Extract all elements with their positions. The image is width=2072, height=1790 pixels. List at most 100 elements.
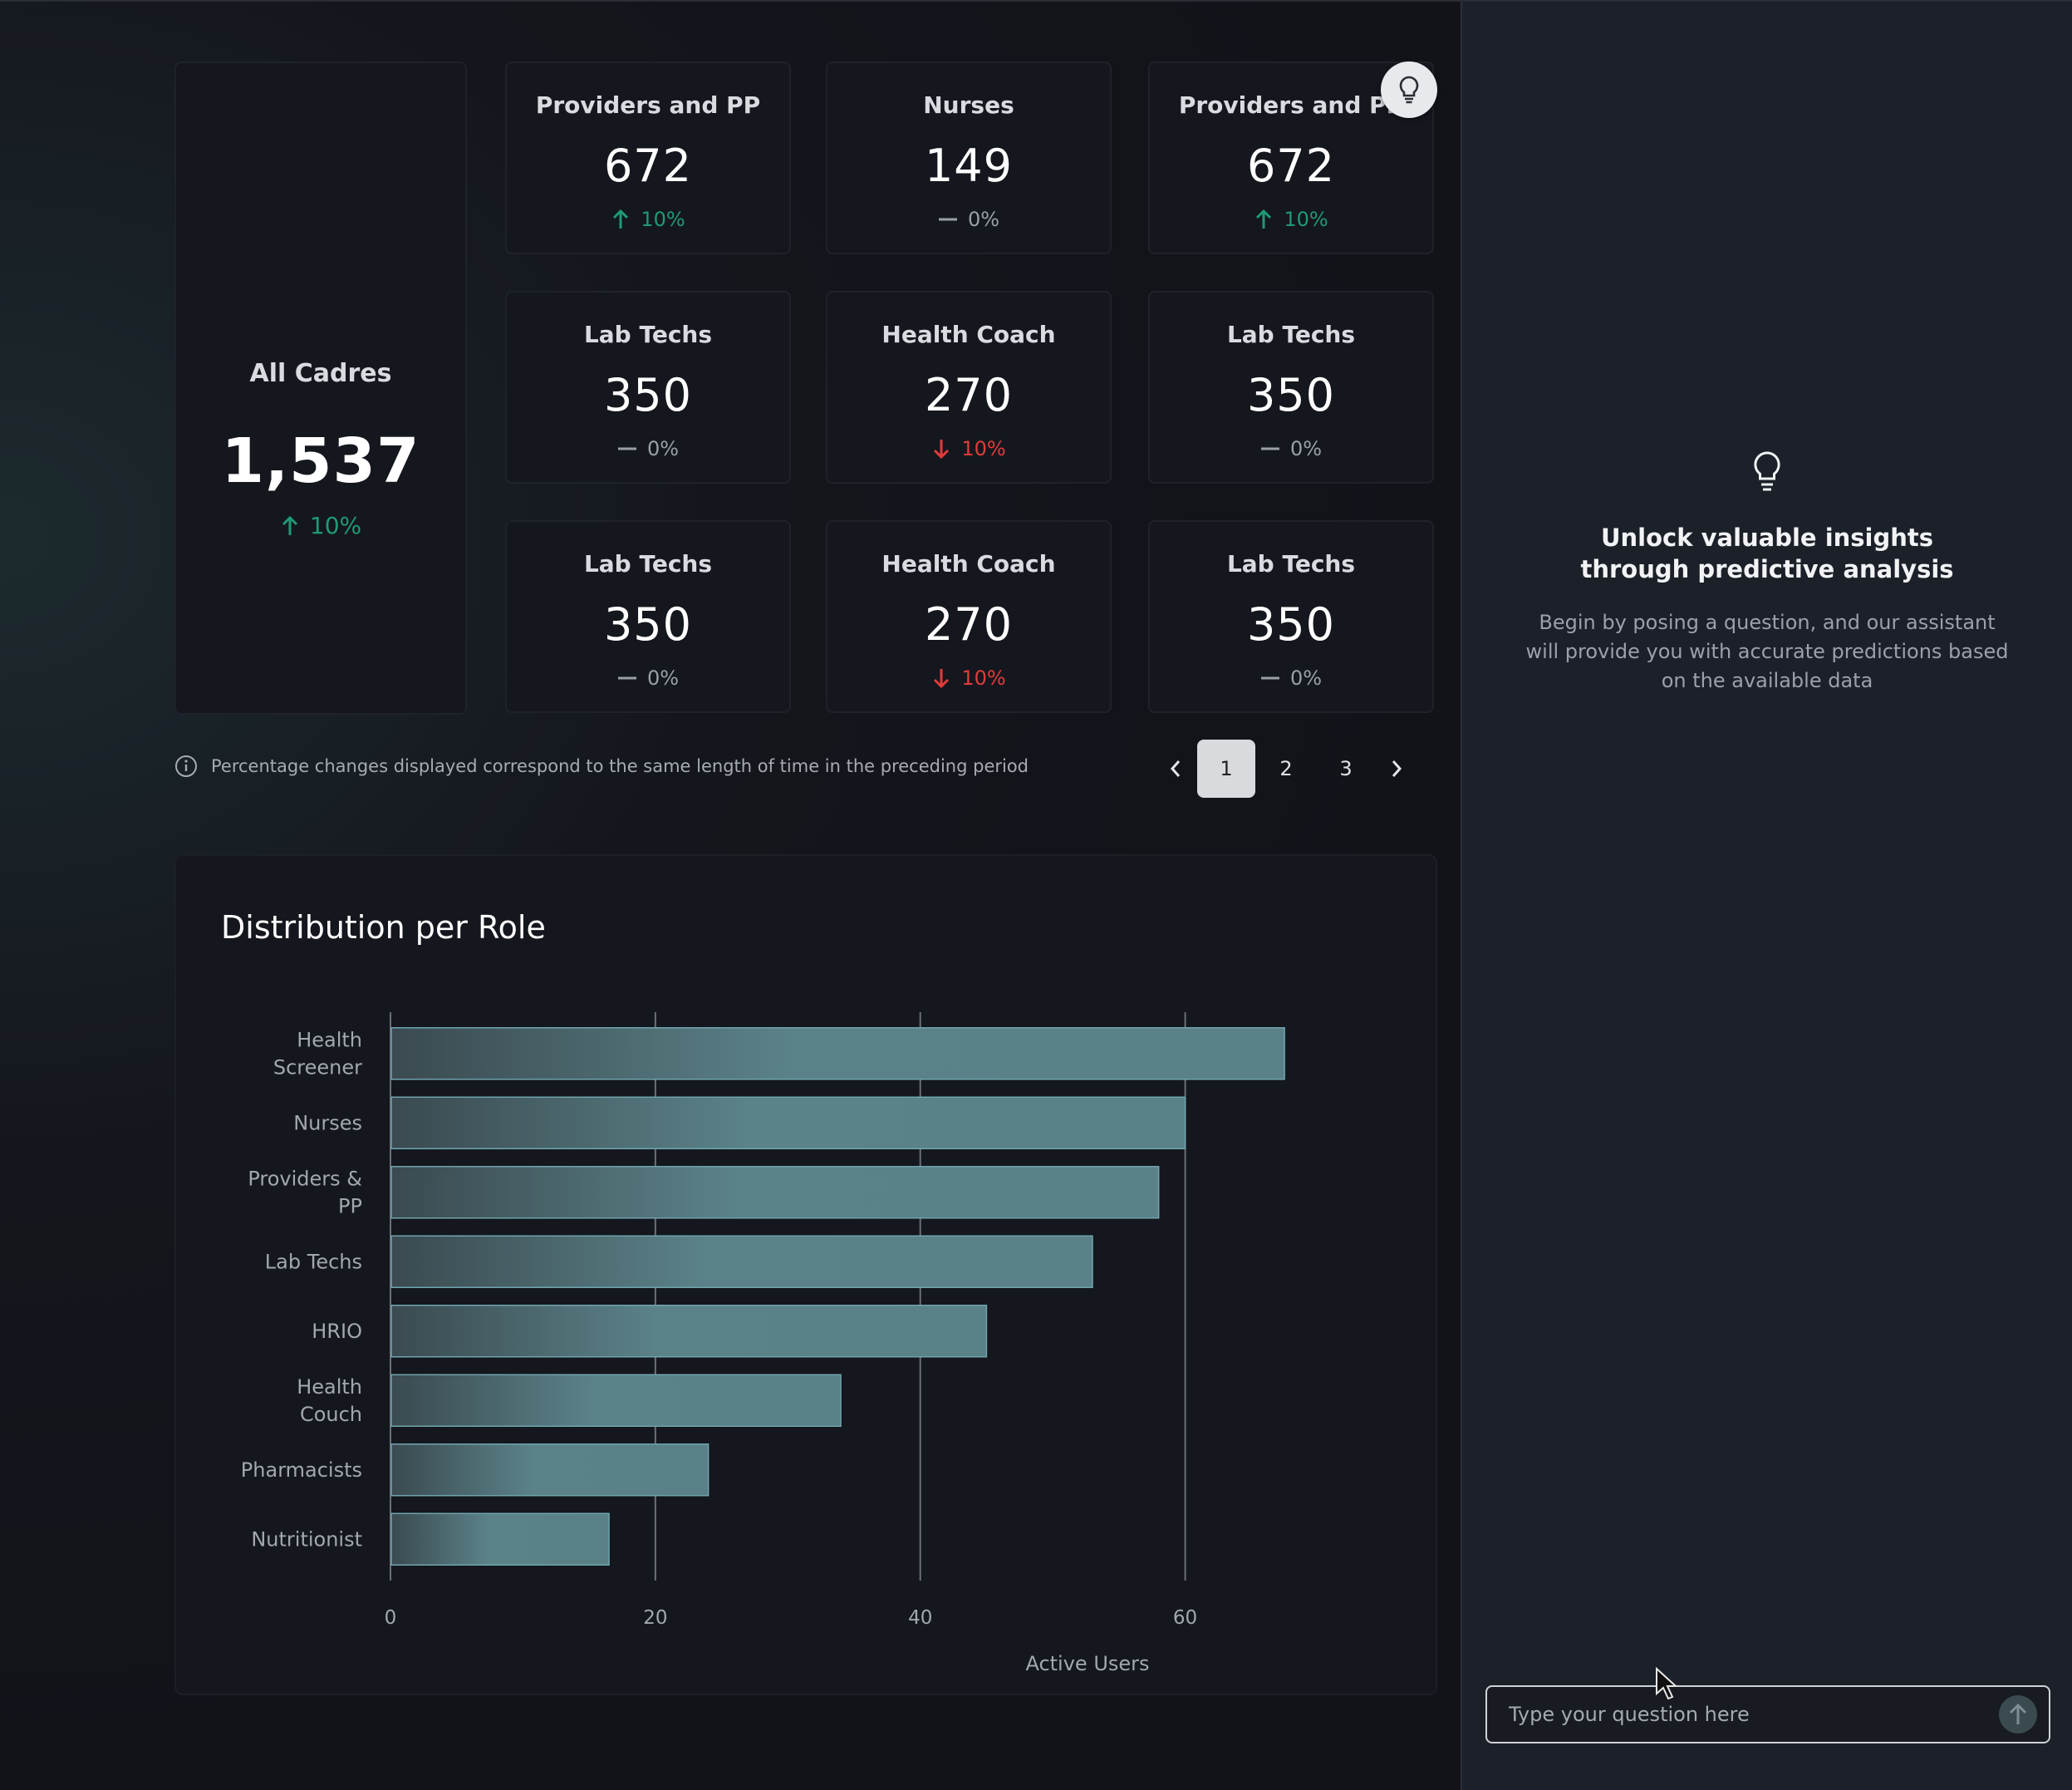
stat-card-change: 0% — [507, 437, 789, 460]
stat-card-change-text: 10% — [961, 666, 1006, 690]
stat-card-change-text: 0% — [1289, 437, 1323, 460]
question-input-box — [1485, 1685, 2050, 1743]
percentage-footnote: Percentage changes displayed correspond … — [174, 755, 1029, 778]
dash-icon — [1260, 676, 1279, 680]
stat-card-change-text: 0% — [646, 437, 680, 460]
stat-card-change: 10% — [1150, 208, 1432, 231]
y-category-label: Pharmacists — [241, 1458, 362, 1482]
stat-card-change: 10% — [827, 437, 1110, 460]
stat-card-value: 350 — [603, 598, 693, 651]
bar[interactable] — [390, 1443, 709, 1497]
y-category-label: Nutritionist — [251, 1527, 362, 1551]
x-tick-label: 60 — [1173, 1607, 1197, 1629]
stat-card-label: Lab Techs — [583, 550, 713, 578]
stat-card[interactable]: Health Coach 270 10% — [826, 291, 1112, 484]
y-category-label: Nurses — [293, 1111, 362, 1134]
lightbulb-icon — [1399, 76, 1419, 104]
page-2-button[interactable]: 2 — [1279, 757, 1293, 780]
x-axis-label: Active Users — [1025, 1652, 1149, 1675]
chevron-left-icon — [1170, 760, 1181, 777]
stat-card-change: 0% — [1150, 666, 1432, 690]
stat-card-value: 149 — [924, 140, 1014, 192]
mouse-cursor-icon — [1656, 1667, 1677, 1700]
arrow-up-icon — [282, 515, 297, 535]
stat-card[interactable]: Lab Techs 350 0% — [505, 291, 791, 484]
y-category-label: Couch — [300, 1403, 362, 1426]
stat-card-value: 270 — [924, 369, 1014, 421]
stat-card-label: Lab Techs — [1226, 321, 1356, 348]
stat-card-change: 0% — [1150, 437, 1432, 460]
bar[interactable] — [390, 1166, 1160, 1219]
stat-card[interactable]: Lab Techs 350 0% — [1148, 520, 1434, 713]
y-category-label: Screener — [273, 1055, 362, 1079]
assistant-description: Begin by posing a question, and our assi… — [1525, 611, 2009, 692]
chart-title: Distribution per Role — [221, 909, 546, 946]
question-input[interactable] — [1509, 1703, 1999, 1726]
stat-card-label: Providers and PP — [1178, 91, 1404, 119]
footnote-text: Percentage changes displayed correspond … — [211, 756, 1029, 776]
bar[interactable] — [390, 1512, 610, 1566]
stat-card-change-text: 10% — [961, 437, 1006, 460]
stat-card-label: Providers and PP — [535, 91, 761, 119]
info-icon — [175, 755, 197, 777]
stat-card-change-text: 0% — [967, 208, 1000, 231]
stat-card-change: 10% — [827, 666, 1110, 690]
arrow-down-icon — [934, 669, 950, 689]
stat-card[interactable]: Health Coach 270 10% — [826, 520, 1112, 713]
y-category-label: HRIO — [312, 1320, 362, 1343]
stat-card-label: Health Coach — [881, 550, 1056, 578]
stat-card[interactable]: Nurses 149 0% — [826, 61, 1112, 254]
stat-card-label: Nurses — [923, 91, 1014, 119]
dash-icon — [617, 447, 636, 450]
dash-icon — [938, 218, 957, 221]
stat-card-value: 350 — [603, 369, 693, 421]
send-button[interactable] — [1999, 1695, 2037, 1733]
stat-card-change: 0% — [827, 208, 1110, 231]
summary-change-text: 10% — [309, 512, 362, 539]
y-category-label: Providers & — [248, 1167, 362, 1190]
arrow-down-icon — [934, 440, 950, 460]
next-page-button[interactable] — [1376, 740, 1417, 798]
dash-icon — [1260, 447, 1279, 450]
stat-card-change-text: 10% — [641, 208, 685, 231]
stat-card-change: 0% — [507, 666, 789, 690]
stat-card-label: Lab Techs — [1226, 550, 1356, 578]
insights-toggle-button[interactable] — [1381, 61, 1437, 118]
pagination: 1 2 3 — [1155, 740, 1417, 798]
stat-card-value: 672 — [1246, 140, 1336, 192]
stat-card-label: Lab Techs — [583, 321, 713, 348]
y-category-label: Health — [297, 1375, 362, 1399]
x-tick-label: 20 — [643, 1607, 667, 1629]
prev-page-button[interactable] — [1155, 740, 1196, 798]
chevron-right-icon — [1392, 760, 1402, 777]
assistant-heading: Unlock valuable insights through predict… — [1580, 524, 1954, 583]
stat-card-value: 672 — [603, 140, 693, 192]
stat-card[interactable]: Providers and PP 672 10% — [505, 61, 791, 254]
summary-card-all-cadres[interactable]: All Cadres 1,537 10% — [174, 61, 467, 715]
bar[interactable] — [390, 1374, 842, 1427]
stat-card-value: 350 — [1246, 598, 1336, 651]
summary-change: 10% — [176, 512, 465, 539]
x-tick-label: 0 — [385, 1607, 397, 1629]
distribution-chart-card: Distribution per Role 0 20 40 60 Health Scree… — [174, 854, 1437, 1695]
bar[interactable] — [390, 1235, 1093, 1288]
lightbulb-icon — [1754, 451, 1780, 491]
stat-card-change-text: 0% — [646, 666, 680, 690]
y-category-label: Lab Techs — [265, 1250, 362, 1273]
bar[interactable] — [390, 1096, 1186, 1149]
summary-label: All Cadres — [249, 359, 392, 388]
page-3-button[interactable]: 3 — [1339, 757, 1353, 780]
stat-card[interactable]: Lab Techs 350 0% — [505, 520, 791, 713]
dash-icon — [617, 676, 636, 680]
stat-card-label: Health Coach — [881, 321, 1056, 348]
bar[interactable] — [390, 1027, 1285, 1080]
summary-value: 1,537 — [221, 425, 420, 497]
x-tick-label: 40 — [908, 1607, 932, 1629]
page-1-button[interactable]: 1 — [1197, 740, 1255, 798]
stat-card[interactable]: Lab Techs 350 0% — [1148, 291, 1434, 484]
arrow-up-icon — [2009, 1703, 2027, 1724]
bar[interactable] — [390, 1305, 988, 1358]
bar-chart: 0 20 40 60 Health Screener Nurses Providers & PP… — [241, 1012, 1285, 1675]
assistant-pane: Unlock valuable insights through predict… — [1461, 0, 2072, 1790]
stat-card-change: 10% — [507, 208, 789, 231]
